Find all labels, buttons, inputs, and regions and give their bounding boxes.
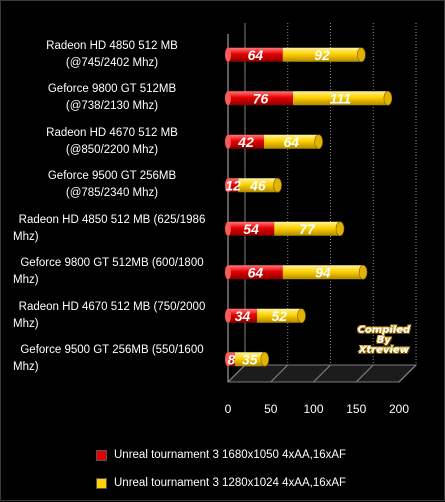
legend-item: Unreal tournament 3 1280x1024 4xAA,16xAF — [96, 474, 396, 494]
floor-gridline — [398, 364, 417, 383]
category-label-line: Mhz) — [13, 317, 39, 330]
bar-end-cap — [314, 134, 323, 150]
category-label-line: (@785/2340 Mhz) — [65, 187, 159, 200]
x-tick-label: 150 — [346, 402, 366, 416]
bar-segment — [228, 265, 283, 280]
bar-end-cap — [335, 221, 345, 237]
category-label: Radeon HD 4670 512 MB (@850/2200 Mhz) — [7, 125, 217, 159]
category-label: Radeon HD 4850 512 MB (@745/2402 Mhz) — [7, 38, 217, 72]
watermark: Compiled By Xtreview — [354, 326, 414, 356]
data-label: 34 — [235, 308, 251, 324]
data-label: 35 — [242, 351, 258, 367]
category-label-line: Radeon HD 4850 512 MB — [46, 39, 178, 52]
data-label: 12 — [225, 177, 241, 193]
data-label: 64 — [248, 47, 264, 63]
category-label: Geforce 9500 GT 256MB (@785/2340 Mhz) — [7, 168, 217, 202]
data-label: 42 — [237, 134, 254, 150]
category-label-line: Geforce 9500 GT 256MB (550/1600 — [20, 344, 204, 357]
data-label: 77 — [299, 221, 316, 237]
legend-item: Unreal tournament 3 1680x1050 4xAA,16xAF — [96, 446, 396, 466]
bar-segment — [228, 47, 283, 62]
x-tick-label: 50 — [264, 402, 278, 416]
data-label: 92 — [314, 47, 330, 63]
bar-segment — [228, 308, 258, 323]
category-label-line: Geforce 9800 GT 512MB (600/1800 — [20, 257, 204, 270]
x-tick-label: 200 — [389, 402, 409, 416]
bar-start-cap — [225, 308, 231, 323]
legend-label: Unreal tournament 3 1280x1024 4xAA,16xAF — [114, 477, 347, 489]
category-label-line: (@738/2130 Mhz) — [65, 100, 159, 113]
floor-gridline — [355, 364, 374, 383]
bar-start-cap — [225, 47, 231, 62]
category-label: Geforce 9500 GT 256MB (550/1600 Mhz) — [7, 342, 217, 376]
category-label: Geforce 9800 GT 512MB (600/1800 Mhz) — [7, 255, 217, 289]
bar-end-cap — [358, 264, 368, 280]
legend-label: Unreal tournament 3 1680x1050 4xAA,16xAF — [114, 449, 347, 461]
category-label: Radeon HD 4850 512 MB (625/1986 Mhz) — [7, 212, 217, 246]
data-label: 111 — [330, 90, 351, 106]
data-label: 8 — [228, 351, 236, 367]
bar-start-cap — [225, 265, 231, 280]
bar-segment — [274, 221, 341, 236]
floor-gridline — [227, 364, 246, 383]
category-label-line: Radeon HD 4850 512 MB (625/1986 — [18, 213, 206, 226]
bar-start-cap — [225, 352, 231, 367]
bar-start-cap — [225, 178, 231, 193]
bar-end-cap — [273, 177, 282, 193]
bar-end-cap — [260, 351, 270, 367]
floor-gridline — [313, 364, 331, 383]
bar-segment — [228, 91, 293, 106]
data-label: 54 — [243, 221, 259, 237]
bar-segment — [228, 352, 235, 367]
data-label: 94 — [315, 264, 331, 280]
bar-start-cap — [225, 134, 231, 149]
x-axis-ticks: 0 50 100 150 200 — [225, 402, 410, 416]
category-label-line: (@850/2200 Mhz) — [65, 143, 159, 156]
category-label-line: Mhz) — [13, 274, 39, 287]
floor-gridline — [270, 364, 289, 383]
data-label: 64 — [248, 264, 264, 280]
bar-segment — [263, 134, 319, 149]
x-tick-label: 0 — [225, 402, 232, 416]
data-label: 52 — [272, 308, 288, 324]
watermark-line: Compiled — [357, 325, 411, 336]
bar-segment — [228, 134, 264, 149]
bar-segment — [228, 221, 275, 236]
x-tick-label: 100 — [303, 402, 323, 416]
legend-swatch — [96, 478, 107, 489]
watermark-line: Xtreview — [358, 345, 410, 356]
bar-end-cap — [297, 308, 306, 324]
bar-start-cap — [225, 221, 231, 236]
bar-segment — [238, 178, 278, 193]
category-label: Geforce 9800 GT 512MB (@738/2130 Mhz) — [7, 81, 217, 115]
legend: Unreal tournament 3 1680x1050 4xAA,16xAF… — [96, 446, 396, 502]
category-label-line: Geforce 9500 GT 256MB — [47, 170, 177, 183]
bar-segment — [234, 352, 265, 367]
bar-end-cap — [357, 47, 366, 63]
category-label-line: Radeon HD 4670 512 MB (750/2000 — [18, 300, 206, 313]
category-label-line: Radeon HD 4670 512 MB — [46, 126, 178, 139]
legend-swatch — [96, 450, 107, 461]
data-label: 64 — [283, 134, 299, 150]
bar-segment — [228, 178, 239, 193]
bar-segment — [282, 47, 362, 62]
data-label: 76 — [253, 90, 269, 106]
category-label-line: Mhz) — [13, 361, 39, 374]
watermark-line: By — [376, 335, 392, 346]
bar-segment — [292, 91, 388, 106]
data-label: 46 — [249, 177, 266, 193]
category-label-line: (@745/2402 Mhz) — [65, 56, 159, 69]
category-label-line: Mhz) — [13, 230, 39, 243]
gridlines — [227, 23, 417, 383]
category-label-line: Geforce 9800 GT 512MB — [47, 83, 177, 96]
bar-end-cap — [383, 90, 393, 106]
bars-group: 64 92 76 111 42 64 12 46 54 77 64 94 34 52 8 35 — [225, 47, 393, 367]
bar-start-cap — [225, 91, 231, 106]
bar-segment — [282, 265, 364, 280]
category-label: Radeon HD 4670 512 MB (750/2000 Mhz) — [7, 299, 217, 333]
bar-segment — [257, 308, 302, 323]
